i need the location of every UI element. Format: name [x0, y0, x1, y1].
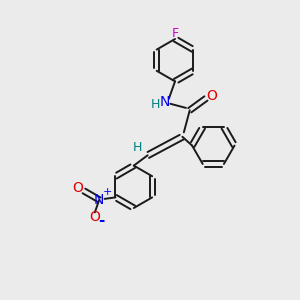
Text: +: + — [103, 187, 112, 197]
Text: O: O — [206, 89, 217, 103]
Text: -: - — [98, 213, 104, 228]
Text: O: O — [73, 181, 83, 195]
Text: H: H — [151, 98, 160, 111]
Text: N: N — [94, 193, 104, 207]
Text: F: F — [172, 27, 178, 40]
Text: H: H — [133, 141, 142, 154]
Text: O: O — [89, 210, 100, 224]
Text: N: N — [160, 95, 170, 109]
